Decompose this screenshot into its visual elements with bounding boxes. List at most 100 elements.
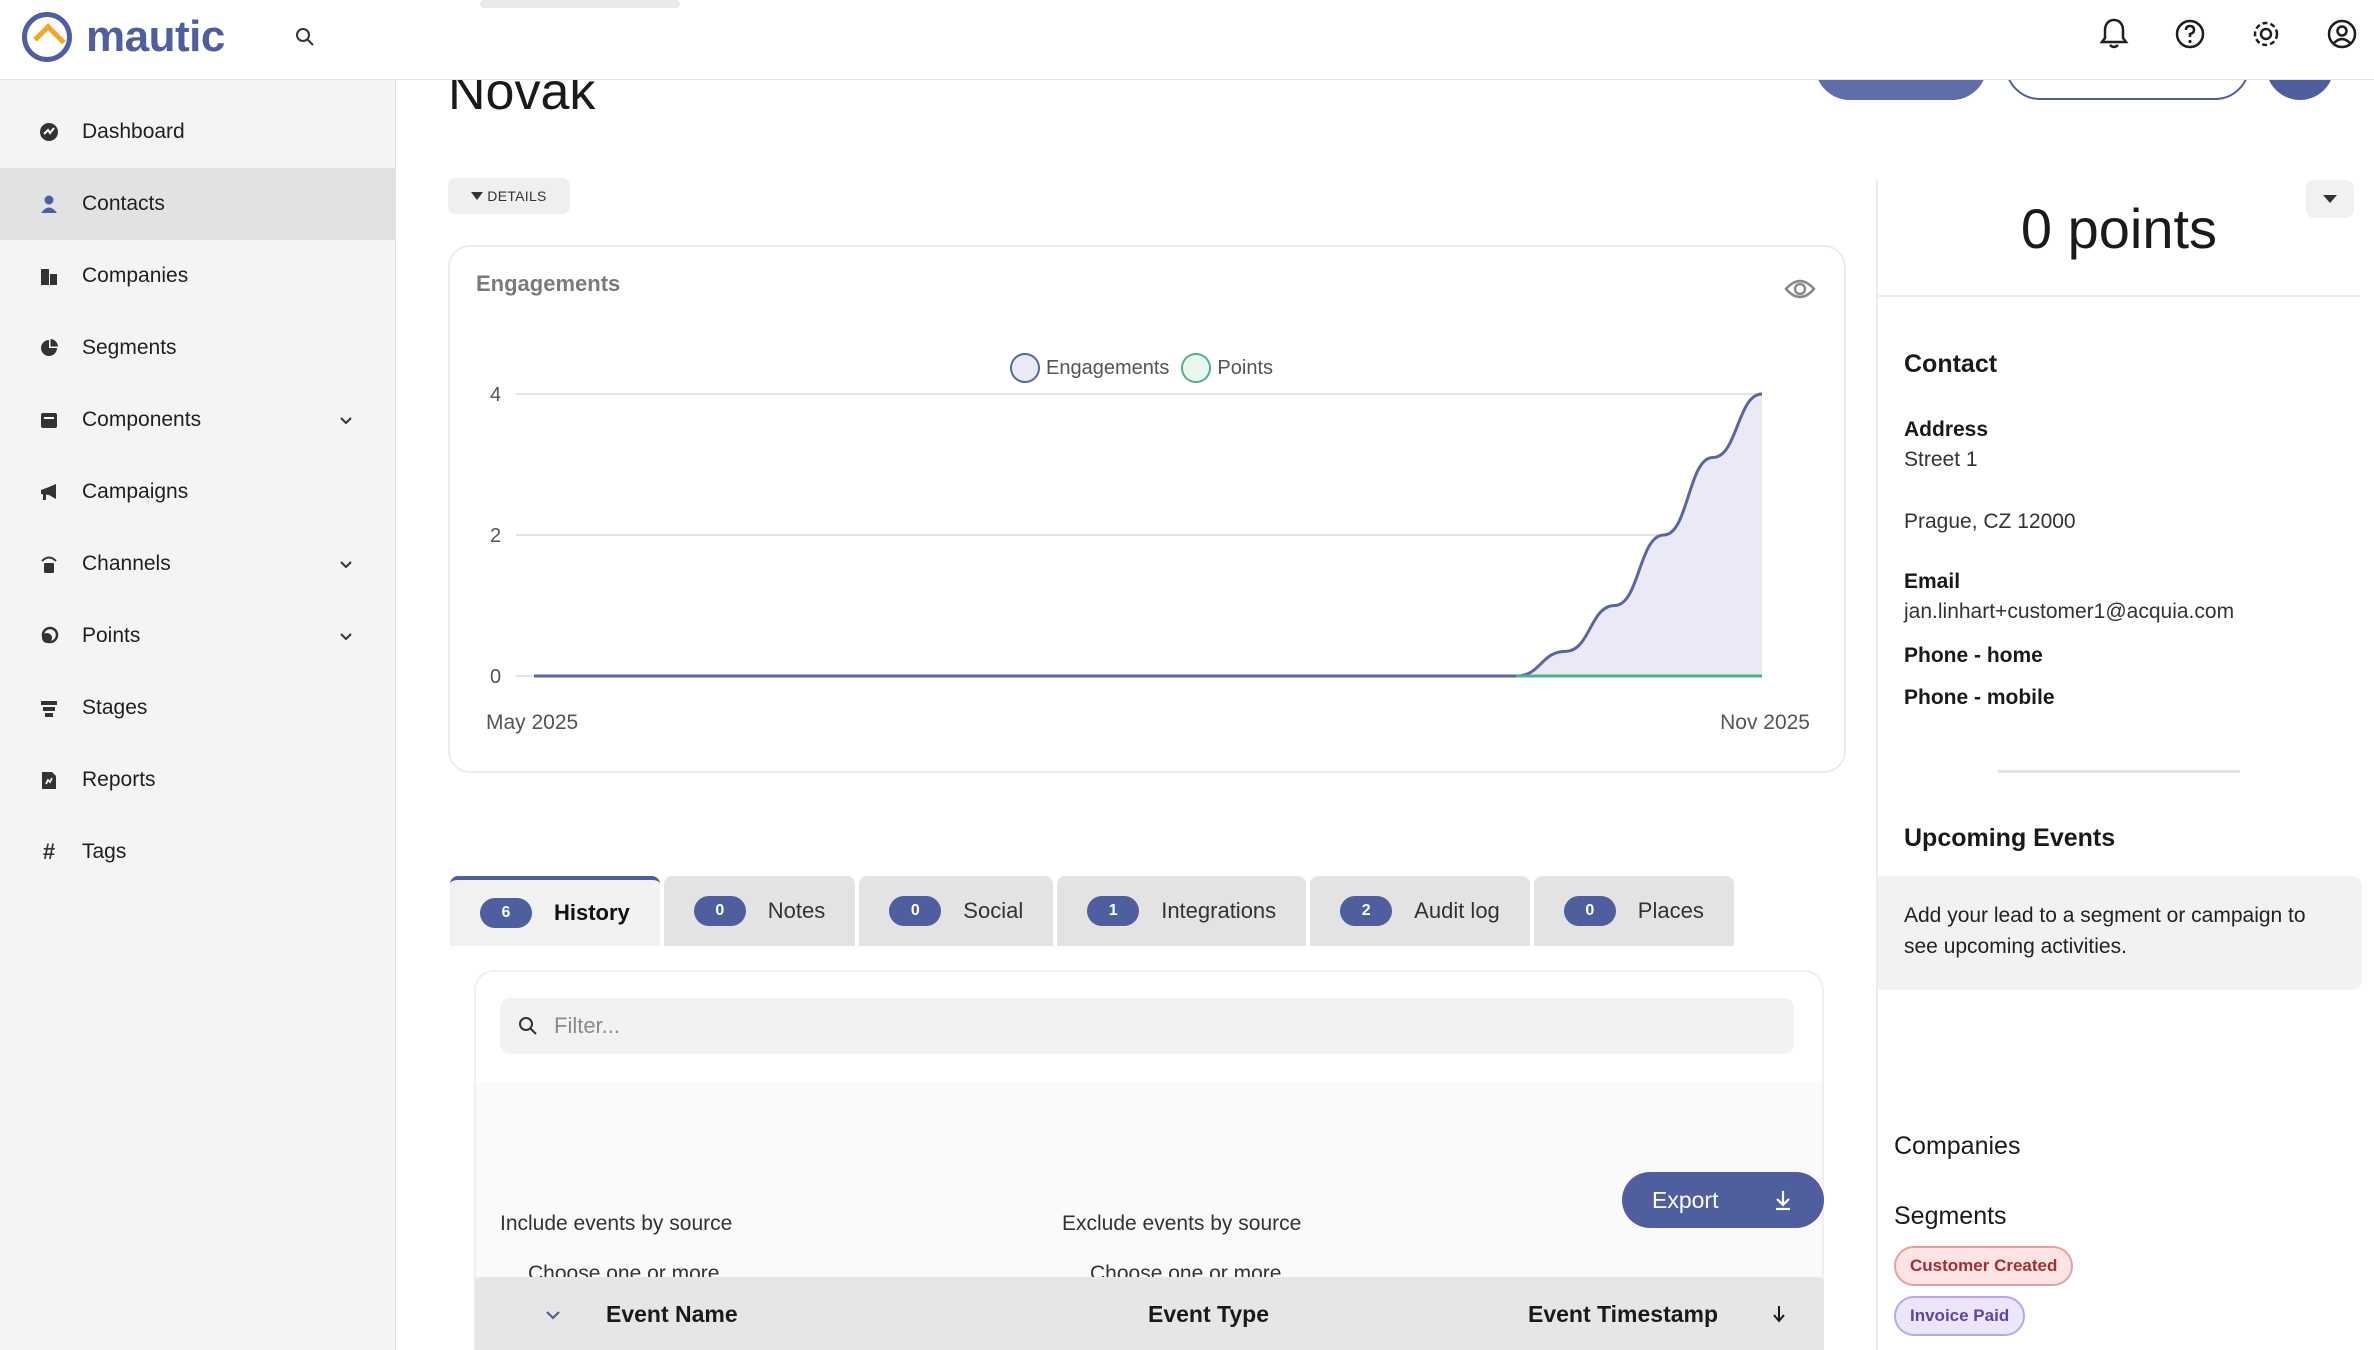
- divider: [1878, 295, 2360, 297]
- expand-all-chevron-icon[interactable]: [544, 1303, 562, 1330]
- upcoming-events-box: Add your lead to a segment or campaign t…: [1878, 876, 2362, 990]
- sidebar-item-contacts[interactable]: Contacts: [0, 168, 396, 240]
- export-button[interactable]: Export: [1622, 1172, 1824, 1228]
- sidebar: Dashboard Contacts Companies Segments Co…: [0, 80, 396, 1350]
- email-label: Email: [1904, 570, 1961, 593]
- sidebar-item-label: Reports: [82, 768, 156, 791]
- broadcast-icon: [38, 553, 60, 575]
- details-toggle-button[interactable]: DETAILS: [448, 178, 570, 214]
- sidebar-item-reports[interactable]: Reports: [0, 744, 396, 816]
- sidebar-item-stages[interactable]: Stages: [0, 672, 396, 744]
- tab-places[interactable]: 0 Places: [1533, 876, 1734, 946]
- tab-count-badge: 2: [1340, 896, 1393, 926]
- top-bar: mautic: [0, 0, 2374, 80]
- chevron-down-icon[interactable]: [338, 626, 354, 650]
- x-tick-label: May 2025: [486, 711, 578, 734]
- column-header-event-timestamp[interactable]: Event Timestamp: [1528, 1301, 1719, 1327]
- tab-label: Audit log: [1414, 898, 1500, 923]
- sidebar-item-channels[interactable]: Channels: [0, 528, 396, 600]
- sidebar-item-companies[interactable]: Companies: [0, 240, 396, 312]
- chevron-down-icon[interactable]: [338, 410, 354, 434]
- sidebar-item-label: Tags: [82, 840, 127, 863]
- legend-swatch: [1181, 353, 1212, 383]
- logo-text: mautic: [86, 12, 225, 61]
- tab-integrations[interactable]: 1 Integrations: [1057, 876, 1307, 946]
- x-tick-label: Nov 2025: [1720, 711, 1810, 734]
- top-icons: [2096, 16, 2360, 52]
- tab-audit-log[interactable]: 2 Audit log: [1310, 876, 1530, 946]
- mautic-logo[interactable]: mautic: [22, 12, 225, 62]
- caret-down-icon: [471, 192, 484, 200]
- coins-icon: [38, 625, 60, 647]
- filter-input[interactable]: [500, 998, 1794, 1054]
- include-source-label: Include events by source: [500, 1212, 733, 1235]
- series-area-engagements: [534, 394, 1762, 676]
- contact-details-panel: 0 points Contact Address Street 1 Prague…: [1876, 180, 2362, 1350]
- y-tick-label: 2: [490, 525, 501, 547]
- details-label: DETAILS: [487, 188, 547, 204]
- events-table-header: Event Name Event Type Event Timestamp: [474, 1277, 1824, 1350]
- segment-tag[interactable]: Invoice Paid: [1894, 1296, 2026, 1336]
- tab-count-badge: 0: [1563, 896, 1616, 926]
- sidebar-item-segments[interactable]: Segments: [0, 312, 396, 384]
- tab-label: Places: [1637, 898, 1704, 923]
- sidebar-item-points[interactable]: Points: [0, 600, 396, 672]
- sort-desc-icon[interactable]: [1770, 1303, 1788, 1330]
- sidebar-item-label: Channels: [82, 552, 171, 575]
- column-header-event-type[interactable]: Event Type: [1148, 1301, 1269, 1327]
- legend-item-engagements[interactable]: Engagements: [1010, 353, 1169, 383]
- engagements-card: Engagements Engagements Points 0 2 4 May 20…: [448, 245, 1846, 773]
- filter-top: [476, 972, 1822, 1082]
- engagements-chart: 0 2 4 May 2025 Nov 2025: [486, 384, 1810, 734]
- sidebar-item-label: Components: [82, 408, 202, 431]
- bell-icon[interactable]: [2096, 16, 2132, 52]
- points-total: 0 points: [2020, 197, 2218, 260]
- segment-tag[interactable]: Customer Created: [1894, 1246, 2074, 1286]
- help-icon[interactable]: [2172, 16, 2208, 52]
- megaphone-icon: [38, 481, 60, 503]
- tab-history[interactable]: 6 History: [450, 876, 660, 946]
- exclude-source-label: Exclude events by source: [1062, 1212, 1302, 1235]
- dashboard-icon: [38, 121, 60, 143]
- eye-icon[interactable]: [1784, 277, 1816, 306]
- points-dropdown-button[interactable]: [2306, 180, 2354, 218]
- sidebar-item-tags[interactable]: # Tags: [0, 816, 396, 888]
- tab-count-badge: 6: [480, 898, 532, 928]
- phone-home-label: Phone - home: [1904, 644, 2043, 667]
- building-icon: [38, 265, 60, 287]
- segments-heading: Segments: [1894, 1202, 2007, 1230]
- upcoming-events-text: Add your lead to a segment or campaign t…: [1904, 904, 2306, 958]
- engagements-title: Engagements: [476, 271, 621, 296]
- user-account-icon[interactable]: [2324, 16, 2360, 52]
- upcoming-events-heading: Upcoming Events: [1904, 824, 2116, 852]
- tab-label: Social: [963, 898, 1024, 923]
- sidebar-item-label: Companies: [82, 264, 189, 287]
- email-value[interactable]: jan.linhart+customer1@acquia.com: [1904, 600, 2235, 623]
- history-filter-panel: Include events by source Choose one or m…: [474, 970, 1824, 1328]
- chevron-down-icon[interactable]: [338, 554, 354, 578]
- address-label: Address: [1904, 418, 1989, 441]
- sidebar-item-label: Campaigns: [82, 480, 189, 503]
- chart-legend: Engagements Points: [1010, 353, 1285, 383]
- sidebar-item-label: Contacts: [82, 192, 165, 215]
- companies-heading: Companies: [1894, 1132, 2021, 1160]
- gear-icon[interactable]: [2248, 16, 2284, 52]
- y-tick-label: 4: [490, 384, 501, 406]
- search-icon: [518, 1016, 538, 1041]
- legend-swatch: [1010, 353, 1040, 383]
- tab-notes[interactable]: 0 Notes: [663, 876, 856, 946]
- main-content: Novak DETAILS Engagements Engagements Po…: [396, 63, 1876, 1350]
- tab-count-badge: 0: [889, 896, 942, 926]
- search-icon[interactable]: [293, 25, 317, 49]
- tab-label: History: [554, 900, 630, 925]
- column-header-event-name[interactable]: Event Name: [606, 1301, 738, 1327]
- sidebar-item-dashboard[interactable]: Dashboard: [0, 96, 396, 168]
- tab-count-badge: 0: [693, 896, 746, 926]
- sidebar-item-campaigns[interactable]: Campaigns: [0, 456, 396, 528]
- legend-item-points[interactable]: Points: [1181, 353, 1273, 383]
- sidebar-item-label: Dashboard: [82, 120, 185, 143]
- caret-down-icon: [2323, 195, 2337, 203]
- tab-social[interactable]: 0 Social: [859, 876, 1054, 946]
- sidebar-item-components[interactable]: Components: [0, 384, 396, 456]
